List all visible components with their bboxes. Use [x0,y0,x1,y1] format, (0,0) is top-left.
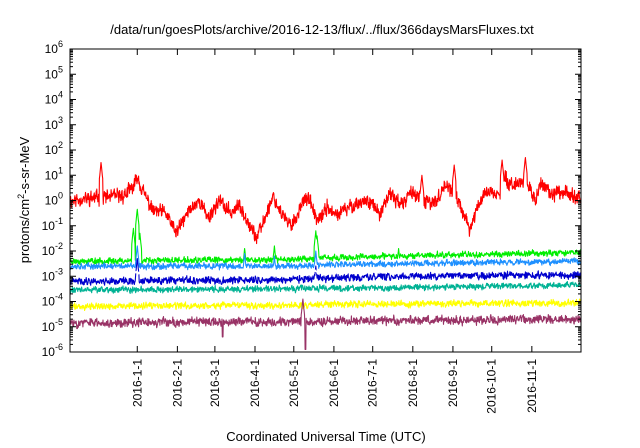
y-tick-label: 105 [45,64,63,81]
x-tick-labels: 2016-1-1 2016-2-1 2016-3-1 2016-4-1 2016-5-1… [130,359,539,414]
y-tick-label: 101 [45,165,63,182]
y-tick-label: 10-2 [42,241,63,258]
series-blue [69,245,582,271]
x-tick-label: 2016-4-1 [248,359,262,407]
x-tick-label: 2016-9-1 [446,359,460,407]
series-green [69,208,582,266]
x-tick-label: 2016-11-1 [525,359,539,413]
series-maroon [69,298,582,351]
y-tick-label: 10-4 [42,292,63,309]
y-tick-label: 102 [45,140,63,157]
x-tick-label: 2016-7-1 [366,359,380,407]
x-axis-label: Coordinated Universal Time (UTC) [226,429,425,444]
plot-border [69,48,582,353]
y-tick-label: 100 [45,191,63,208]
y-axis-label: protons/cm2-s-sr-MeV [16,136,32,263]
series-dark-blue [69,258,582,286]
series-white [69,265,582,278]
x-tick-label: 2016-3-1 [208,359,222,407]
series-red [69,157,582,245]
x-tick-label: 2016-2-1 [170,359,184,407]
y-tick-label: 104 [45,90,63,107]
y-tick-label: 106 [45,39,63,56]
x-tick-label: 2016-5-1 [287,359,301,407]
chart-title: /data/run/goesPlots/archive/2016-12-13/f… [110,22,534,37]
x-tick-label: 2016-6-1 [327,359,341,407]
series-layer [69,157,582,351]
series-yellow [69,298,582,312]
y-tick-label: 10-5 [42,317,63,334]
y-tick-label: 10-3 [42,266,63,283]
x-tick-label: 2016-10-1 [485,359,499,414]
y-tick-label: 10-6 [42,342,63,359]
series-teal [69,280,582,294]
y-tick-labels: 10-6 10-5 10-4 10-3 10-2 10-1 100 101 102 103 104 1… [42,39,63,359]
x-tick-label: 2016-1-1 [130,359,144,407]
y-tick-label: 10-1 [42,216,63,233]
x-tick-label: 2016-8-1 [406,359,420,407]
y-tick-label: 103 [45,115,63,132]
